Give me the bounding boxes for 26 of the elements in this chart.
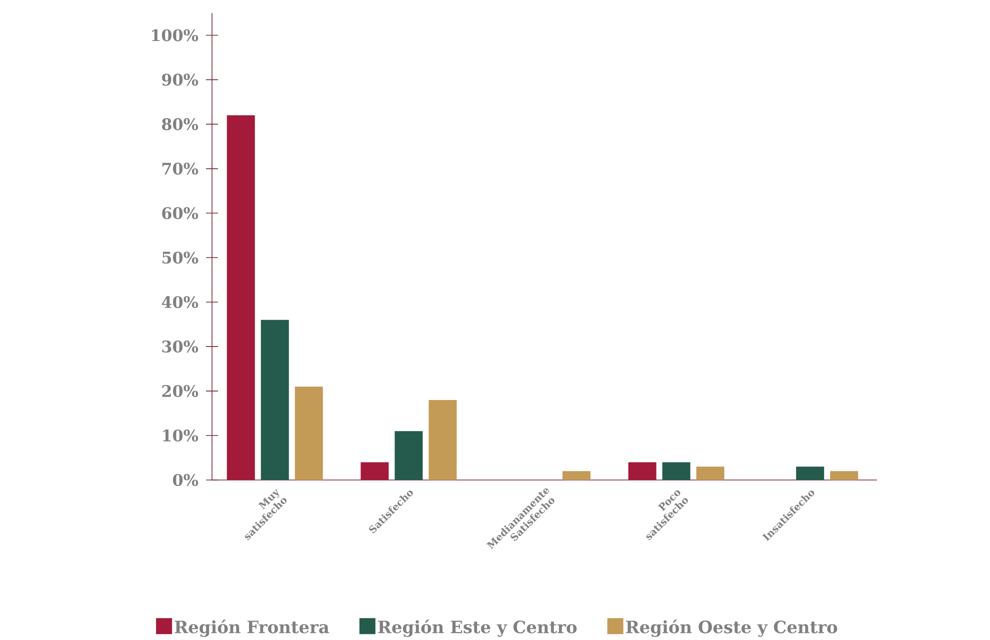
bar <box>562 471 590 480</box>
y-tick-label: 50% <box>162 252 198 264</box>
y-tick-label: 90% <box>162 74 198 86</box>
y-tick-label: 70% <box>162 162 198 175</box>
legend-label: Región Frontera <box>174 620 330 637</box>
legend-label: Región Oeste y Centro <box>626 620 838 637</box>
bar <box>696 466 724 480</box>
bar <box>628 462 656 480</box>
bar <box>294 386 323 480</box>
y-tick-label: 100% <box>152 29 198 42</box>
bar <box>830 471 858 480</box>
y-tick-label: 80% <box>162 118 198 130</box>
bar <box>796 466 824 480</box>
y-tick-label: 10% <box>163 430 198 442</box>
bar <box>428 400 457 480</box>
y-tick-label: 30% <box>162 340 198 353</box>
y-tick-label: 0% <box>172 474 198 486</box>
bar <box>394 431 423 480</box>
bar <box>360 462 389 480</box>
y-tick-label: 20% <box>162 385 198 398</box>
y-tick-label: 40% <box>162 296 198 308</box>
bar <box>226 115 255 480</box>
y-tick-label: 60% <box>162 207 198 220</box>
bar <box>662 462 690 480</box>
legend-label: Región Este y Centro <box>378 620 577 637</box>
bar <box>260 320 289 480</box>
